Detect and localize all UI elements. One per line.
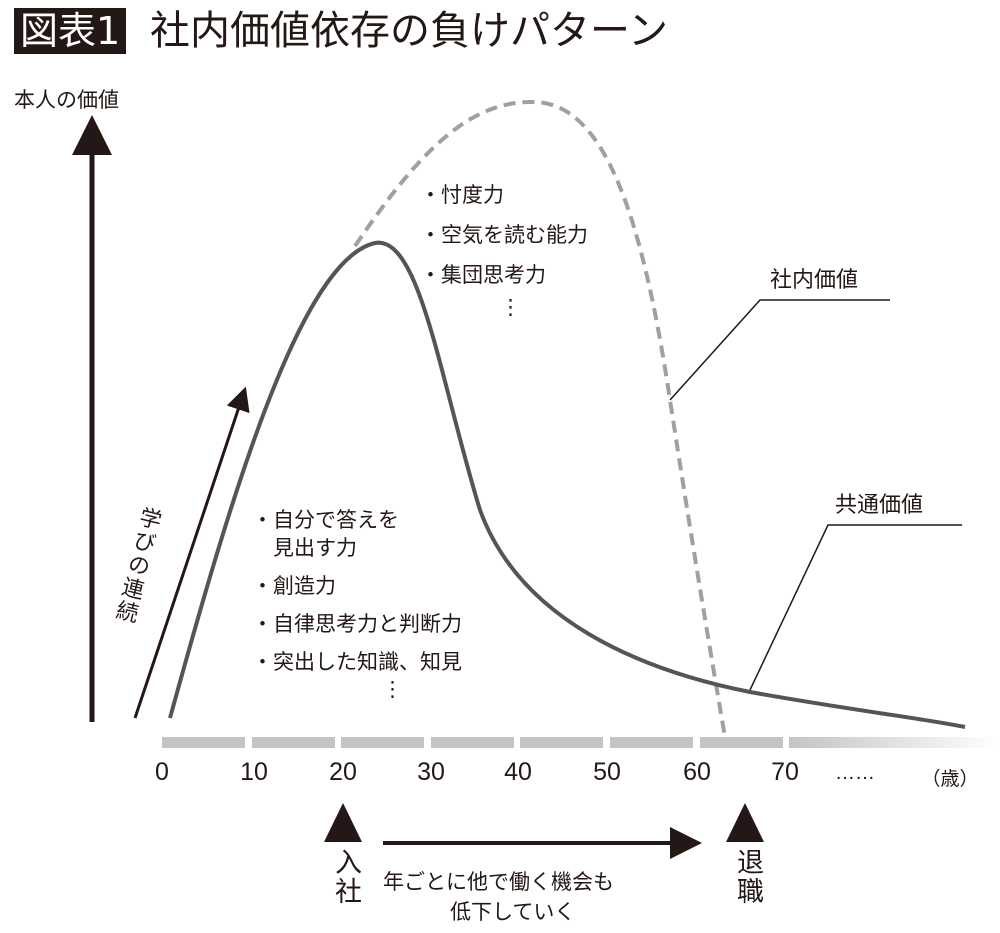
y-axis-label: 本人の価値 [14, 88, 119, 112]
internal-value-leader [669, 299, 890, 401]
list-item: 見出す力 [252, 536, 357, 560]
list-item: ・忖度力 [420, 183, 504, 207]
x-tick: 50 [593, 758, 621, 786]
retire-marker [726, 803, 764, 842]
x-axis-bar [162, 737, 1000, 748]
learning-arrow [133, 386, 250, 719]
x-tick: 60 [683, 758, 711, 786]
list-item: ・創造力 [252, 574, 336, 598]
join-marker [324, 803, 362, 842]
figure-badge: 図表1 [14, 8, 127, 54]
list-item: ・空気を読む能力 [420, 223, 588, 247]
decline-text-1: 年ごとに他で働く機会も [383, 870, 614, 894]
common-skills-list: ・自分で答えを 見出す力 ・創造力 ・自律思考力と判断力 ・突出した知識、知見 … [252, 505, 462, 701]
internal-value-label: 社内価値 [770, 268, 859, 293]
x-tick: 70 [771, 758, 799, 786]
x-tick: 0 [155, 758, 169, 786]
list-item: ⋮ [500, 295, 521, 319]
list-item: ・突出した知識、知見 [252, 650, 462, 674]
list-item: ・自分で答えを [252, 508, 399, 532]
list-item: ・自律思考力と判断力 [252, 612, 462, 636]
join-label: 入社 [330, 848, 361, 906]
internal-value-curve [353, 99, 727, 738]
x-tick: 30 [417, 758, 445, 786]
common-value-curve [168, 240, 966, 729]
decline-text-2: 低下していく [450, 900, 576, 924]
page-title: 社内価値依存の負けパターン [150, 8, 668, 54]
common-value-label: 共通価値 [835, 493, 924, 518]
x-tick: 10 [240, 758, 268, 786]
list-item: ・集団思考力 [420, 263, 546, 287]
x-ellipsis: …… [835, 762, 875, 784]
list-item: ⋮ [382, 677, 403, 701]
x-tick: 40 [504, 758, 532, 786]
internal-skills-list: ・忖度力 ・空気を読む能力 ・集団思考力 ⋮ [420, 175, 588, 319]
retire-label: 退職 [732, 848, 763, 906]
x-tick: 20 [329, 758, 357, 786]
x-unit: （歳） [921, 769, 979, 790]
common-value-leader [749, 524, 962, 691]
